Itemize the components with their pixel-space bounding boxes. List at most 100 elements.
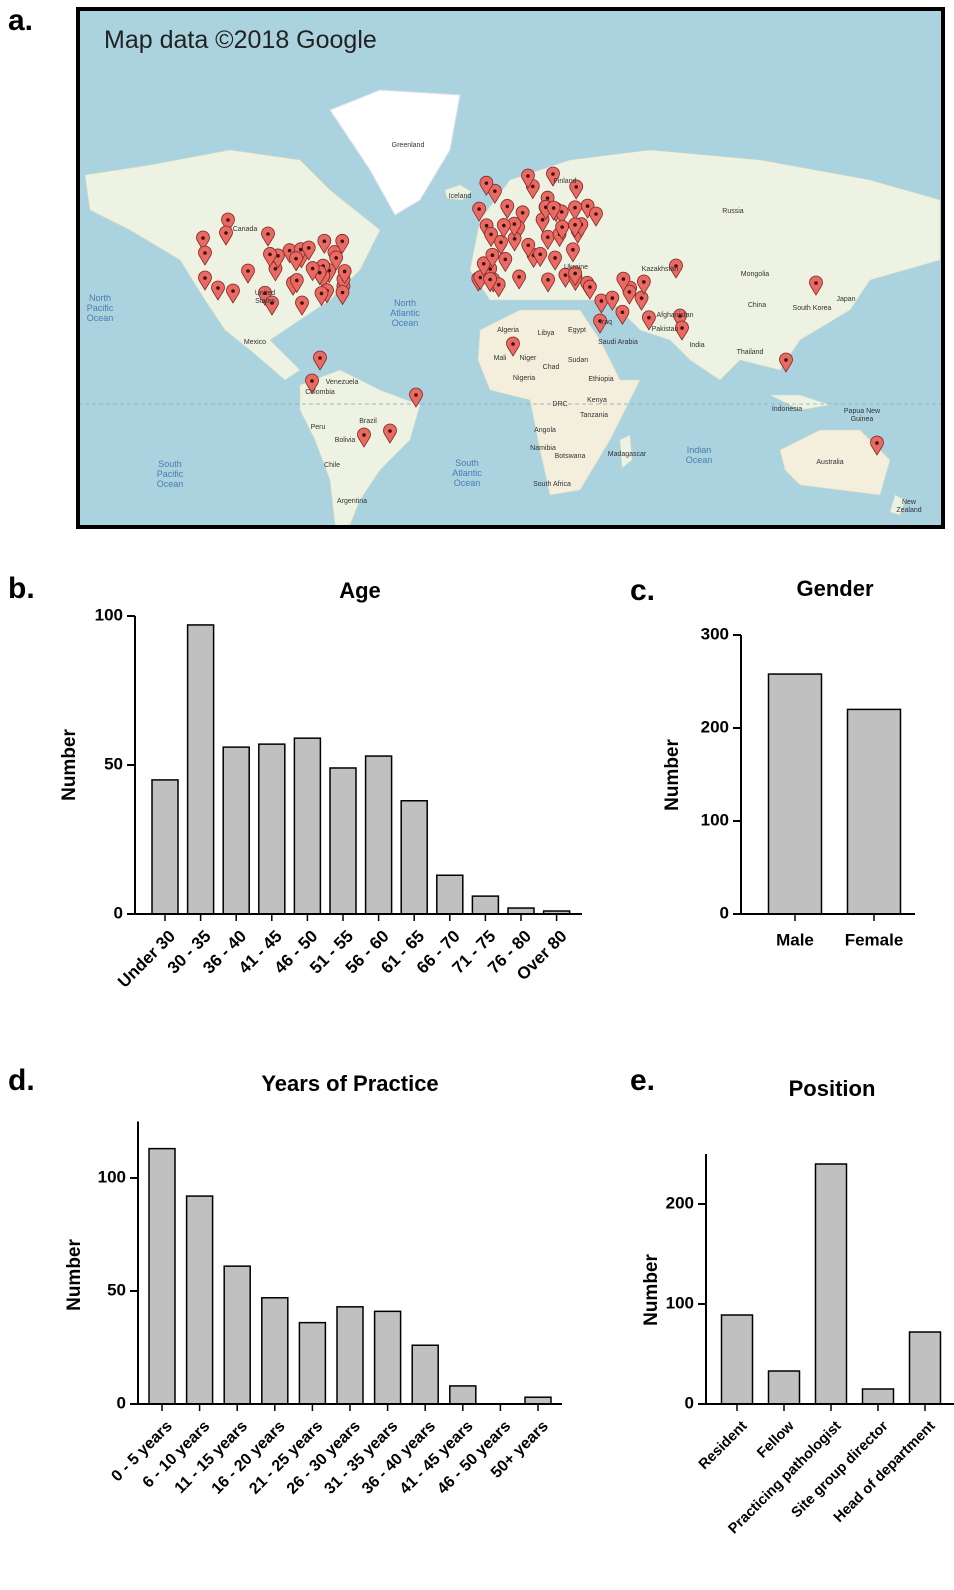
map-place: Ukraine	[564, 264, 588, 272]
map-pin-dot	[362, 433, 366, 437]
map-pin-dot	[546, 196, 550, 200]
bar	[259, 744, 285, 914]
y-axis-label: Number	[641, 1254, 662, 1326]
map-place: Kazakhstan	[642, 266, 679, 274]
map-pin-dot	[546, 235, 550, 239]
y-tick-label: 50	[107, 1280, 126, 1299]
map-pin-dot	[560, 225, 564, 229]
map-pin-dot	[600, 299, 604, 303]
map-pin-dot	[531, 185, 535, 189]
map-place: Saudi Arabia	[598, 339, 638, 347]
y-tick-label: 100	[666, 1293, 694, 1312]
y-tick-label: 0	[720, 903, 729, 922]
bar	[401, 801, 427, 914]
map-pin-dot	[216, 286, 220, 290]
map-pin-dot	[295, 279, 299, 283]
bar	[223, 747, 249, 914]
map-place: Canada	[233, 226, 258, 234]
map-place: Indonesia	[772, 406, 802, 414]
map-pin-dot	[246, 269, 250, 273]
map-pin-dot	[875, 441, 879, 445]
map-place: Venezuela	[326, 379, 359, 387]
map-place: Finland	[554, 178, 577, 186]
map-pin-dot	[640, 296, 644, 300]
map-pin-dot	[334, 256, 338, 260]
map-pin-dot	[504, 258, 508, 262]
map-pin-dot	[343, 270, 347, 274]
map-place: Brazil	[359, 418, 377, 426]
page: a. b.AgeNumberUnder 3030 - 3536 - 4041 -…	[0, 0, 954, 1590]
map-pin-dot	[288, 249, 292, 253]
map-place: Pakistan	[652, 326, 679, 334]
map-pin-dot	[294, 257, 298, 261]
map-pin-dot	[541, 218, 545, 222]
map-place: Libya	[538, 330, 555, 338]
map-place: Afghanistan	[657, 312, 694, 320]
map-place: North Atlantic Ocean	[384, 298, 426, 328]
x-tick-label: Female	[845, 930, 904, 949]
map-pin-dot	[318, 356, 322, 360]
map-place: India	[689, 342, 704, 350]
bar	[152, 780, 178, 914]
map-place: Papua New Guinea	[842, 408, 882, 424]
y-tick-label: 0	[117, 1393, 126, 1412]
bar	[722, 1315, 753, 1404]
bar	[262, 1298, 288, 1404]
map-pin-dot	[310, 379, 314, 383]
bar	[472, 896, 498, 914]
map-pin-dot	[538, 253, 542, 257]
map-place: Niger	[520, 355, 537, 363]
map-pin-dot	[491, 253, 495, 257]
map-pin-dot	[497, 283, 501, 287]
map-pin-dot	[517, 275, 521, 279]
map-pin-dot	[546, 278, 550, 282]
y-tick-label: 200	[666, 1193, 694, 1212]
map-pin-dot	[594, 212, 598, 216]
map-pin-dot	[482, 262, 486, 266]
map-pin-dot	[203, 251, 207, 255]
map-pin-dot	[513, 237, 517, 241]
figure: a. b.AgeNumberUnder 3030 - 3536 - 4041 -…	[0, 0, 954, 1590]
map-pin-dot	[588, 285, 592, 289]
map-pin-dot	[201, 236, 205, 240]
map-pin-dot	[266, 232, 270, 236]
y-tick-label: 100	[95, 605, 123, 624]
map-attribution: Map data ©2018 Google	[104, 26, 377, 55]
map-place: North Pacific Ocean	[79, 293, 121, 323]
map-place: Argentina	[337, 498, 367, 506]
panel-label: a.	[8, 4, 33, 37]
bar	[224, 1266, 250, 1404]
map-pin-dot	[203, 276, 207, 280]
map-pin-dot	[340, 239, 344, 243]
map-pin-dot	[573, 206, 577, 210]
bar	[188, 625, 214, 914]
map-place: South Pacific Ocean	[149, 459, 191, 489]
map-pin-dot	[784, 358, 788, 362]
bar	[375, 1311, 401, 1404]
y-tick-label: 0	[114, 903, 123, 922]
bar	[863, 1389, 894, 1404]
map-place: Australia	[816, 459, 843, 467]
map-place: Peru	[311, 424, 326, 432]
bar	[910, 1332, 941, 1404]
x-tick-label: Resident	[696, 1418, 751, 1473]
y-tick-label: 50	[104, 754, 123, 773]
map-place: Tanzania	[580, 412, 608, 420]
map-pin-dot	[323, 239, 327, 243]
map-place: Colombia	[305, 389, 335, 397]
map-place: Ethiopia	[588, 376, 613, 384]
map-place: Chad	[543, 364, 560, 372]
bar	[769, 674, 822, 914]
y-axis-label: Number	[64, 1239, 85, 1311]
map-pin-dot	[502, 224, 506, 228]
map-pin-dot	[493, 189, 497, 193]
map-pin-dot	[488, 278, 492, 282]
map-pin-dot	[226, 218, 230, 222]
chart-title: Age	[339, 578, 381, 603]
y-axis-label: Number	[662, 739, 683, 811]
map-place: Namibia	[530, 445, 556, 453]
map-pin-dot	[268, 253, 272, 257]
map-pin-dot	[553, 256, 557, 260]
map-pin-dot	[414, 393, 418, 397]
map-place: Bolivia	[335, 437, 356, 445]
